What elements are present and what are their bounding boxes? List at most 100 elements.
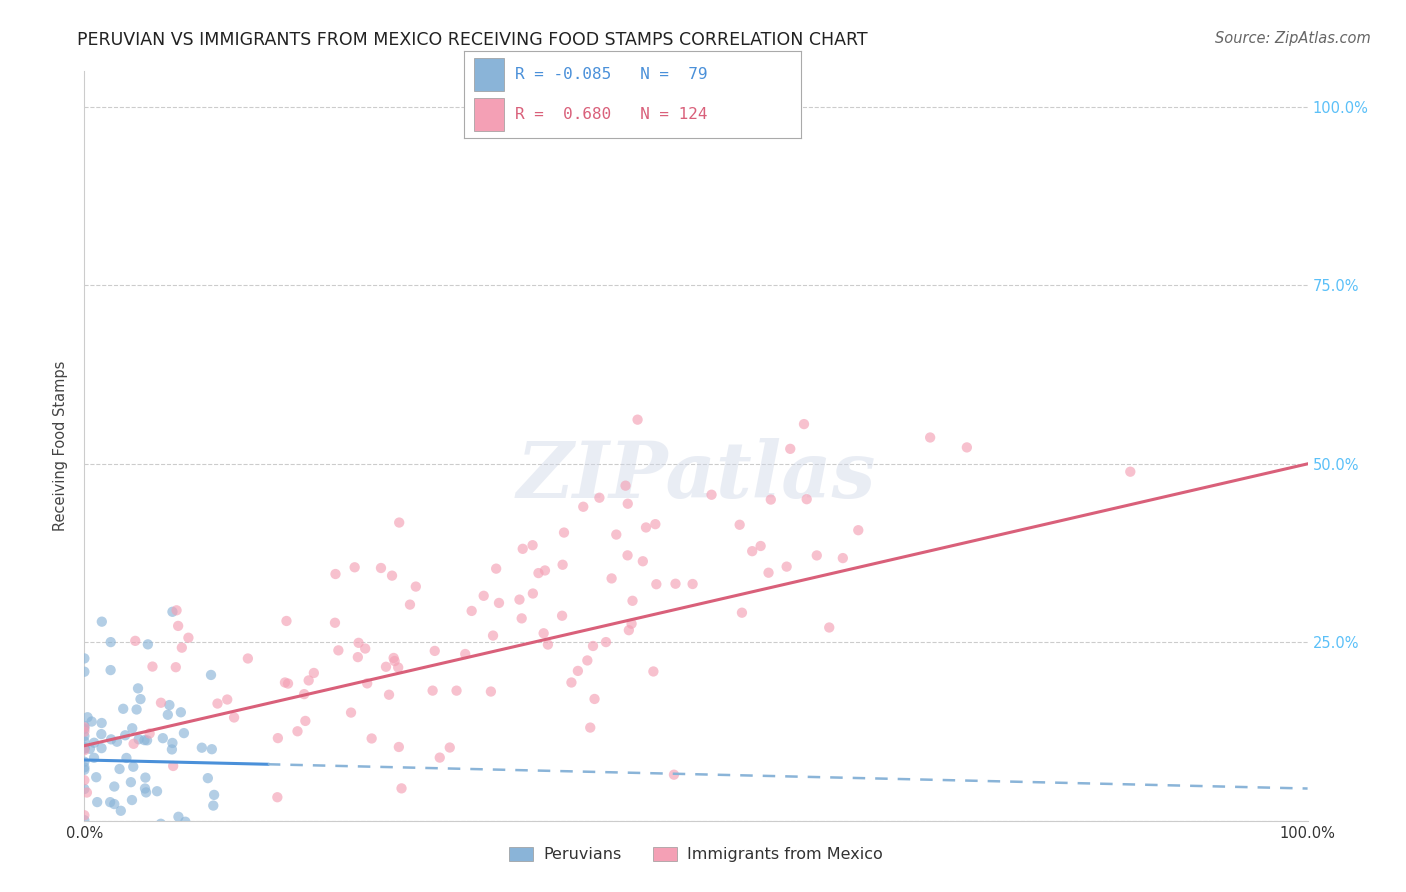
- Point: [583, 692, 606, 706]
- Point: [73, 740, 96, 755]
- Point: [267, 731, 290, 745]
- Point: [276, 614, 298, 628]
- Point: [347, 650, 370, 665]
- Point: [522, 538, 544, 552]
- Point: [399, 598, 422, 612]
- Point: [662, 767, 685, 781]
- Point: [76, 710, 98, 724]
- Point: [129, 692, 152, 706]
- Point: [551, 558, 574, 572]
- Point: [73, 782, 96, 797]
- Point: [579, 721, 602, 735]
- Point: [222, 710, 245, 724]
- Point: [90, 716, 112, 731]
- Point: [170, 640, 193, 655]
- Point: [162, 759, 184, 773]
- Point: [534, 564, 557, 578]
- Point: [236, 651, 259, 665]
- Point: [779, 442, 801, 456]
- Point: [103, 797, 125, 811]
- Point: [122, 737, 145, 751]
- Point: [643, 665, 665, 679]
- Text: R =  0.680   N = 124: R = 0.680 N = 124: [515, 107, 707, 122]
- Point: [80, 714, 103, 729]
- Point: [527, 566, 550, 580]
- Point: [207, 697, 229, 711]
- Bar: [474, 58, 505, 91]
- Point: [127, 681, 149, 696]
- Point: [551, 608, 574, 623]
- Point: [614, 478, 637, 492]
- Point: [170, 706, 193, 720]
- Point: [388, 739, 411, 754]
- Point: [360, 731, 382, 746]
- Point: [73, 821, 96, 835]
- Point: [112, 702, 135, 716]
- Point: [626, 412, 648, 426]
- Point: [128, 732, 150, 747]
- Point: [846, 523, 869, 537]
- Point: [588, 491, 610, 505]
- Point: [616, 497, 638, 511]
- Point: [141, 659, 163, 673]
- Point: [201, 742, 224, 756]
- Point: [920, 430, 942, 444]
- Point: [645, 577, 668, 591]
- Point: [472, 589, 495, 603]
- Point: [488, 596, 510, 610]
- Point: [749, 539, 772, 553]
- Point: [103, 780, 125, 794]
- Point: [382, 651, 405, 665]
- Point: [741, 544, 763, 558]
- Point: [576, 653, 599, 667]
- Point: [287, 724, 309, 739]
- Point: [73, 821, 96, 835]
- Point: [138, 726, 160, 740]
- Point: [177, 631, 200, 645]
- Point: [83, 751, 105, 765]
- Point: [73, 734, 96, 748]
- Point: [388, 516, 411, 530]
- Point: [149, 696, 172, 710]
- Point: [378, 688, 401, 702]
- Point: [277, 676, 299, 690]
- Point: [298, 673, 321, 688]
- Point: [120, 775, 142, 789]
- Point: [73, 724, 96, 739]
- Point: [553, 525, 575, 540]
- Point: [731, 606, 754, 620]
- Point: [136, 821, 159, 835]
- Point: [79, 741, 101, 756]
- Point: [73, 773, 96, 788]
- Point: [533, 626, 555, 640]
- Point: [485, 561, 508, 575]
- Point: [664, 576, 686, 591]
- Point: [83, 736, 105, 750]
- Point: [631, 554, 654, 568]
- Point: [104, 821, 127, 835]
- Point: [105, 735, 128, 749]
- Point: [167, 619, 190, 633]
- Point: [76, 785, 98, 799]
- Point: [162, 605, 184, 619]
- Point: [460, 604, 482, 618]
- Point: [294, 714, 316, 728]
- Point: [136, 637, 159, 651]
- Point: [197, 771, 219, 785]
- Point: [759, 492, 782, 507]
- Point: [73, 755, 96, 769]
- Bar: [474, 98, 505, 131]
- Point: [94, 821, 117, 835]
- Text: PERUVIAN VS IMMIGRANTS FROM MEXICO RECEIVING FOOD STAMPS CORRELATION CHART: PERUVIAN VS IMMIGRANTS FROM MEXICO RECEI…: [77, 31, 868, 49]
- Point: [266, 790, 288, 805]
- Point: [616, 549, 638, 563]
- Point: [354, 641, 377, 656]
- Point: [218, 821, 240, 835]
- Point: [728, 517, 751, 532]
- Point: [73, 722, 96, 736]
- Text: R = -0.085   N =  79: R = -0.085 N = 79: [515, 67, 707, 82]
- Point: [323, 615, 346, 630]
- Point: [202, 798, 225, 813]
- Point: [100, 635, 122, 649]
- Point: [1119, 465, 1142, 479]
